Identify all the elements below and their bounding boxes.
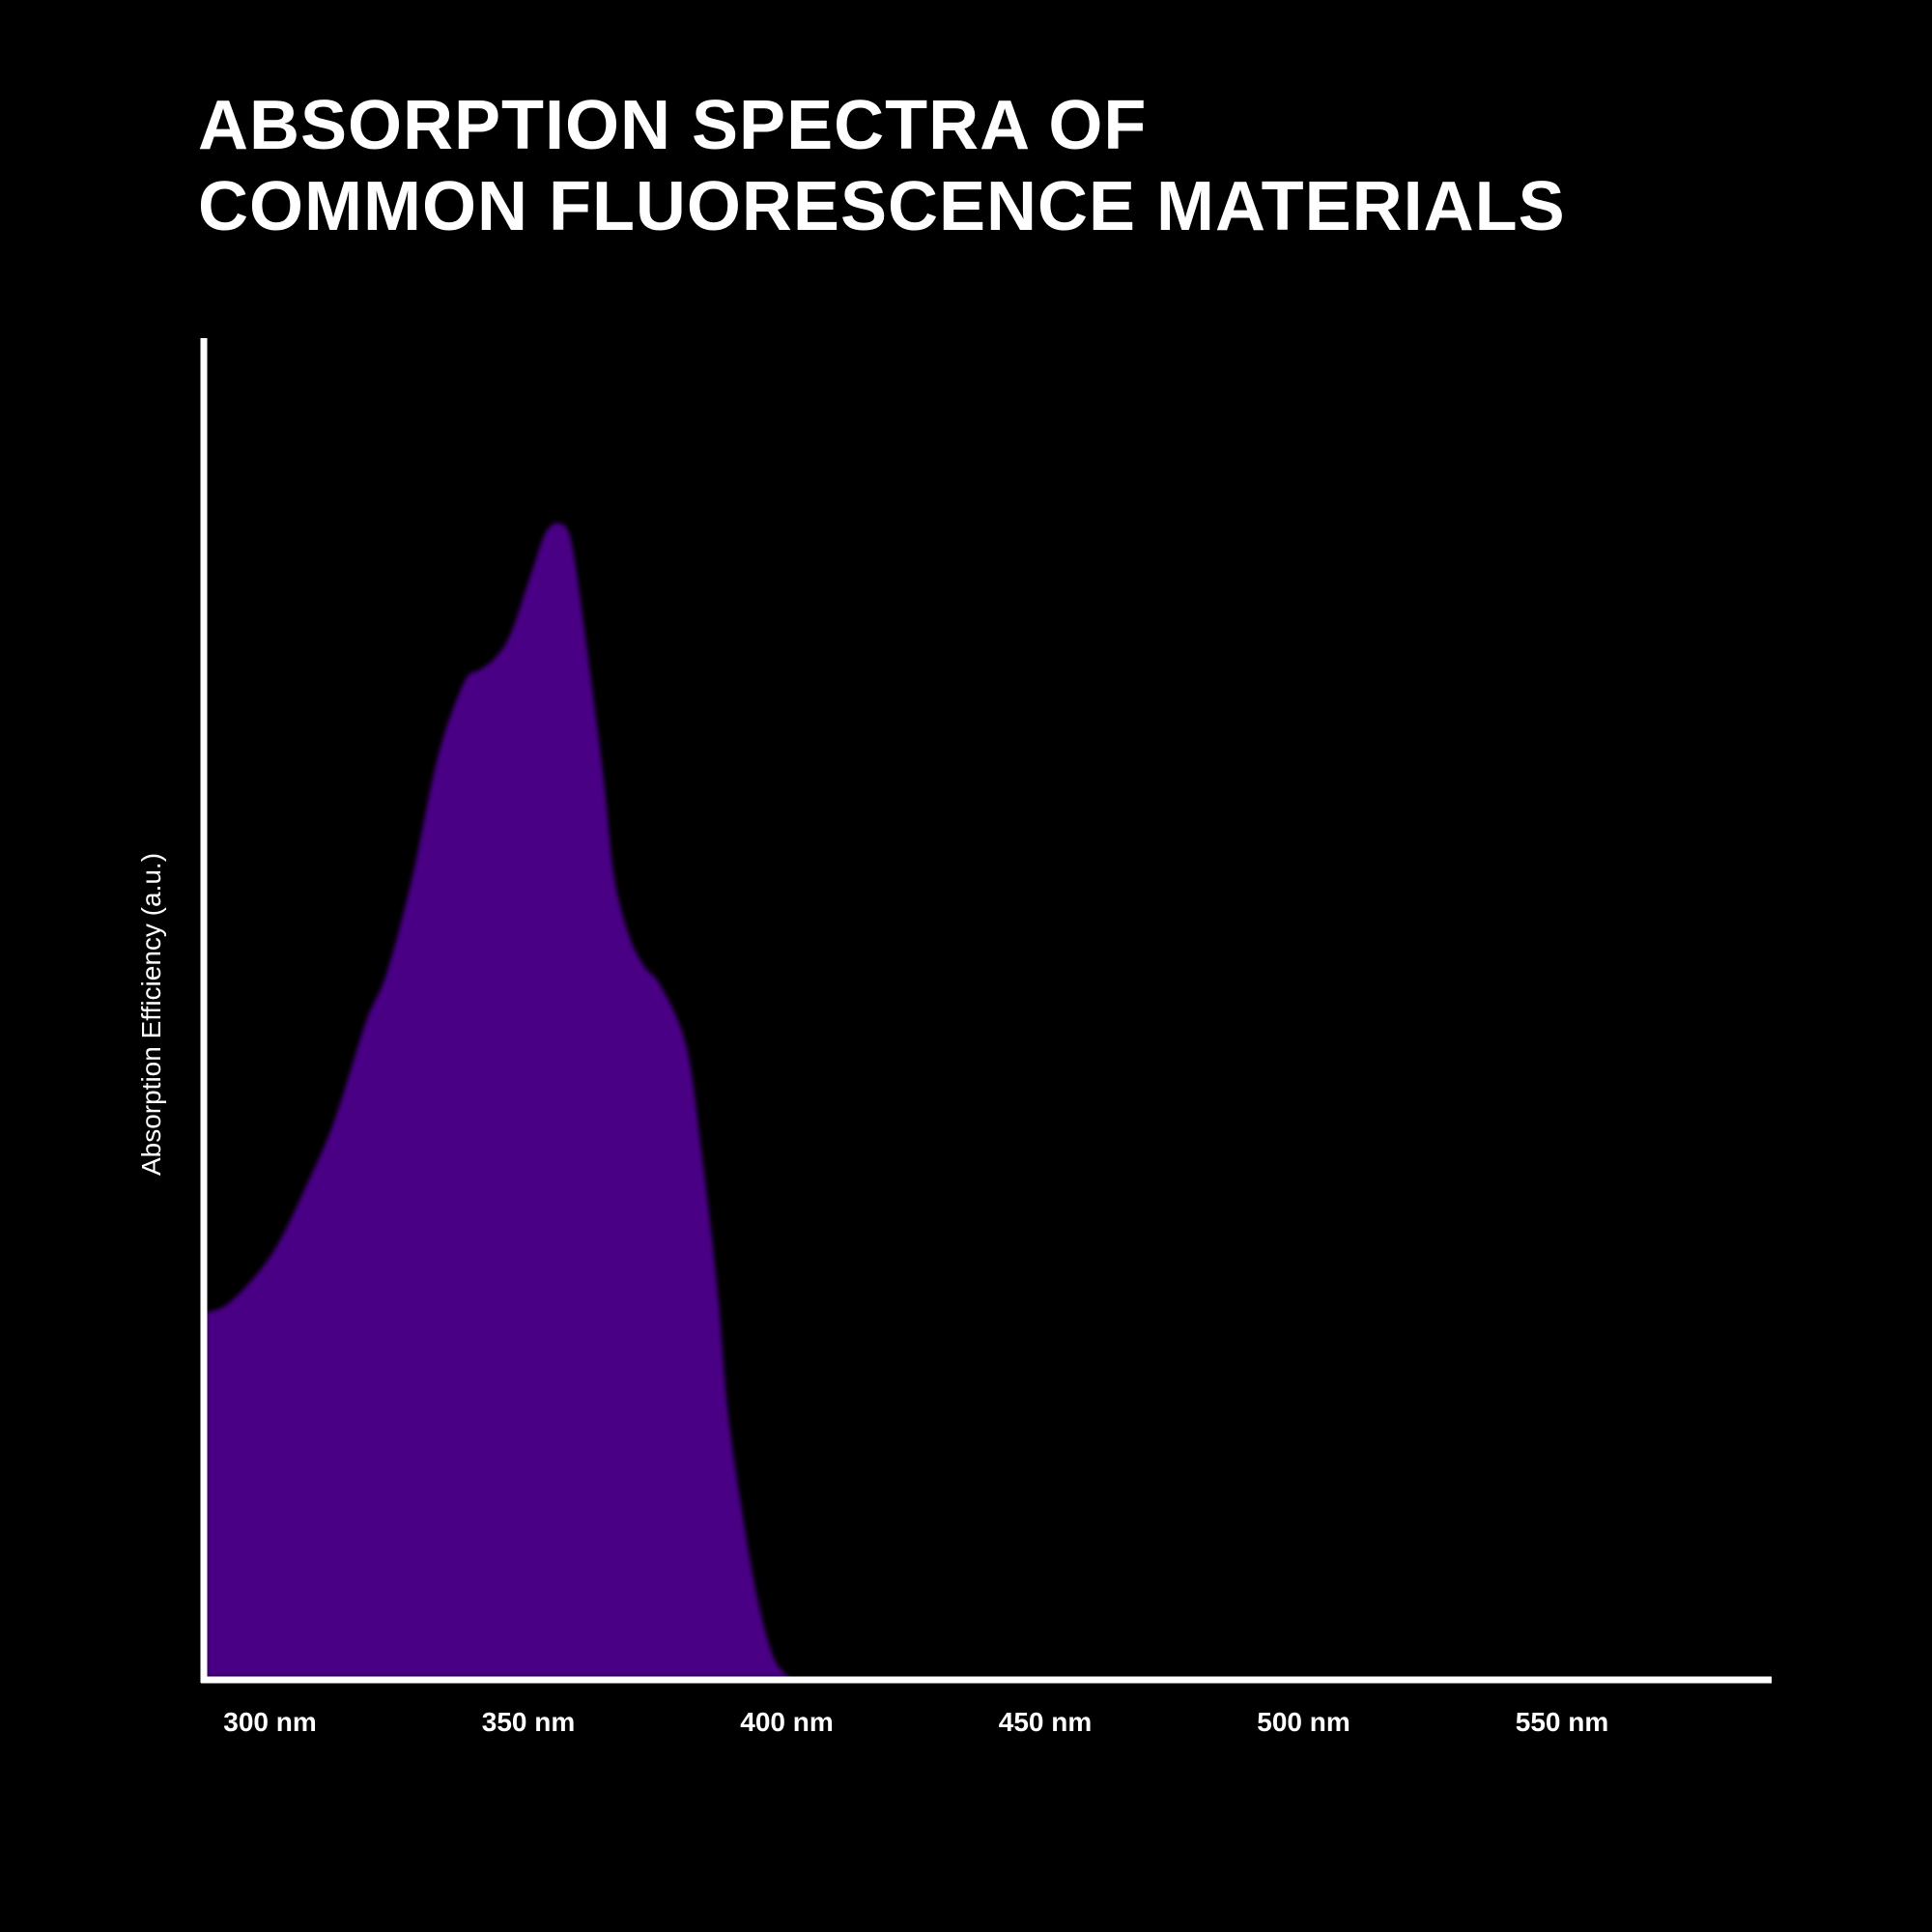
x-tick-label-500: 500 nm <box>1257 1707 1350 1737</box>
plot-area <box>206 523 790 1677</box>
absorption-area <box>206 523 790 1677</box>
chart-title-line-1: ABSORPTION SPECTRA OF <box>198 87 1148 164</box>
x-tick-label-400: 400 nm <box>740 1707 834 1737</box>
chart-title-line-2: COMMON FLUORESCENCE MATERIALS <box>198 168 1566 245</box>
x-tick-label-550: 550 nm <box>1516 1707 1609 1737</box>
y-axis-label: Absorption Efficiency (a.u.) <box>136 853 166 1176</box>
chart-title: ABSORPTION SPECTRA OF COMMON FLUORESCENC… <box>198 85 1566 247</box>
x-tick-label-350: 350 nm <box>482 1707 576 1737</box>
x-tick-label-450: 450 nm <box>999 1707 1093 1737</box>
x-tick-label-300: 300 nm <box>223 1707 317 1737</box>
x-tick-labels: 300 nm 350 nm 400 nm 450 nm 500 nm 550 nm <box>223 1707 1608 1737</box>
